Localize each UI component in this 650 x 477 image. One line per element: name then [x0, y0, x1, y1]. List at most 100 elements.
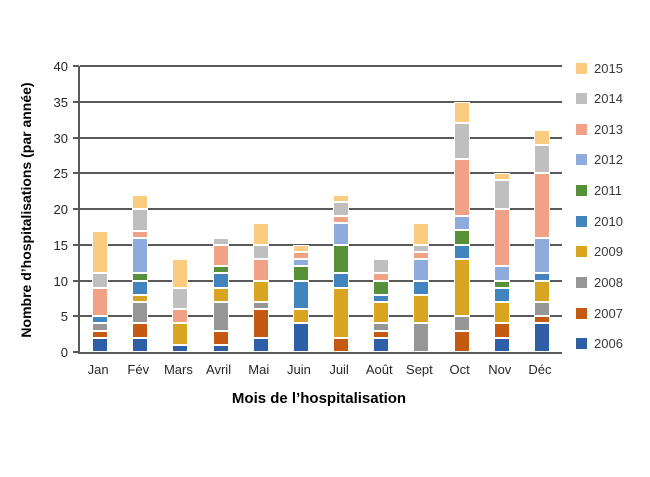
bar-group-juil	[333, 194, 350, 352]
y-tick-label: 0	[60, 345, 68, 360]
bar-segment-2013	[172, 309, 189, 324]
legend-swatch	[576, 93, 587, 105]
legend-label: 2009	[594, 244, 623, 260]
x-tick-label: Juin	[286, 362, 311, 377]
bar-segment-2012	[413, 259, 430, 281]
y-tick-mark	[73, 351, 79, 353]
legend-item-2015: 2015	[576, 60, 623, 76]
gridline	[80, 100, 562, 103]
bar-segment-2010	[533, 273, 550, 281]
bar-segment-2014	[493, 180, 510, 210]
bar-segment-2010	[373, 294, 390, 302]
y-tick-label: 30	[53, 130, 68, 146]
legend-swatch	[576, 185, 587, 197]
bar-segment-2010	[333, 273, 350, 288]
bar-segment-2013	[413, 251, 430, 260]
bar-group-fév	[132, 194, 149, 352]
legend-swatch	[576, 307, 587, 319]
bar-segment-2015	[333, 194, 350, 202]
y-tick-label: 40	[53, 59, 68, 74]
legend-label: 2012	[594, 152, 623, 168]
bar-segment-2011	[453, 230, 470, 245]
bar-group-jan	[92, 230, 109, 352]
bar-segment-2006	[533, 323, 550, 352]
bar-group-déc	[533, 130, 550, 352]
plot-area	[78, 65, 562, 354]
y-tick-label: 5	[60, 309, 68, 325]
legend-item-2008: 2008	[576, 275, 623, 291]
bar-segment-2015	[453, 101, 470, 124]
legend-item-2010: 2010	[576, 213, 623, 229]
bar-segment-2008	[252, 301, 269, 310]
bar-segment-2011	[212, 266, 229, 274]
bar-segment-2007	[132, 323, 149, 338]
bar-segment-2009	[413, 294, 430, 324]
bar-segment-2009	[533, 280, 550, 302]
bar-segment-2006	[172, 344, 189, 352]
legend-swatch	[576, 62, 587, 74]
bar-segment-2007	[92, 330, 109, 338]
y-tick-mark	[73, 65, 79, 67]
bar-segment-2011	[132, 273, 149, 281]
bar-segment-2013	[493, 209, 510, 267]
legend-swatch	[576, 338, 587, 350]
legend-swatch	[576, 215, 587, 227]
bar-segment-2008	[533, 301, 550, 317]
y-axis-title: Nombre d’hospitalisations (par année)	[18, 82, 34, 338]
bar-segment-2008	[453, 316, 470, 331]
gridline	[80, 208, 562, 210]
y-tick-mark	[73, 279, 79, 282]
bar-segment-2010	[92, 316, 109, 324]
legend-item-2011: 2011	[576, 183, 623, 199]
bar-segment-2013	[132, 230, 149, 238]
bar-segment-2008	[92, 323, 109, 331]
bar-segment-2009	[292, 309, 309, 324]
bar-group-avril	[212, 237, 229, 352]
bar-segment-2007	[493, 323, 510, 338]
bar-segment-2007	[212, 330, 229, 345]
x-tick-label: Oct	[449, 362, 470, 377]
x-tick-label: Juil	[329, 362, 349, 377]
bar-segment-2014	[92, 273, 109, 288]
bar-group-mars	[172, 259, 189, 352]
legend-label: 2006	[594, 336, 623, 352]
bar-segment-2014	[453, 123, 470, 159]
bar-segment-2009	[212, 287, 229, 302]
legend-item-2009: 2009	[576, 244, 623, 260]
legend-swatch	[576, 123, 587, 135]
gridline	[80, 136, 562, 139]
bar-segment-2011	[333, 244, 350, 274]
bar-segment-2009	[132, 294, 149, 302]
legend-label: 2013	[594, 121, 623, 137]
y-tick-mark	[73, 208, 79, 210]
legend-label: 2008	[594, 275, 623, 291]
bar-segment-2011	[292, 266, 309, 281]
bar-segment-2013	[92, 287, 109, 317]
legend-label: 2010	[594, 213, 623, 229]
legend-item-2013: 2013	[576, 121, 623, 137]
x-tick-label: Mars	[163, 362, 193, 377]
bar-segment-2009	[252, 280, 269, 302]
bar-segment-2013	[373, 273, 390, 281]
y-tick-label: 20	[53, 202, 68, 217]
legend-item-2007: 2007	[576, 305, 623, 321]
bar-group-août	[373, 259, 390, 352]
gridline	[80, 279, 562, 282]
x-tick-label: Fév	[127, 362, 150, 377]
legend-label: 2011	[594, 183, 622, 199]
bar-segment-2010	[493, 287, 510, 302]
bar-segment-2011	[493, 280, 510, 288]
legend-item-2014: 2014	[576, 91, 623, 107]
bar-segment-2014	[373, 259, 390, 274]
bar-segment-2013	[292, 251, 309, 260]
bar-segment-2015	[292, 244, 309, 252]
bar-segment-2012	[453, 216, 470, 231]
bar-segment-2012	[493, 266, 510, 281]
bar-segment-2015	[493, 173, 510, 181]
y-tick-mark	[73, 243, 79, 246]
legend-swatch	[576, 154, 587, 166]
bar-segment-2013	[212, 244, 229, 267]
bar-segment-2010	[132, 280, 149, 295]
bar-segment-2013	[252, 259, 269, 281]
